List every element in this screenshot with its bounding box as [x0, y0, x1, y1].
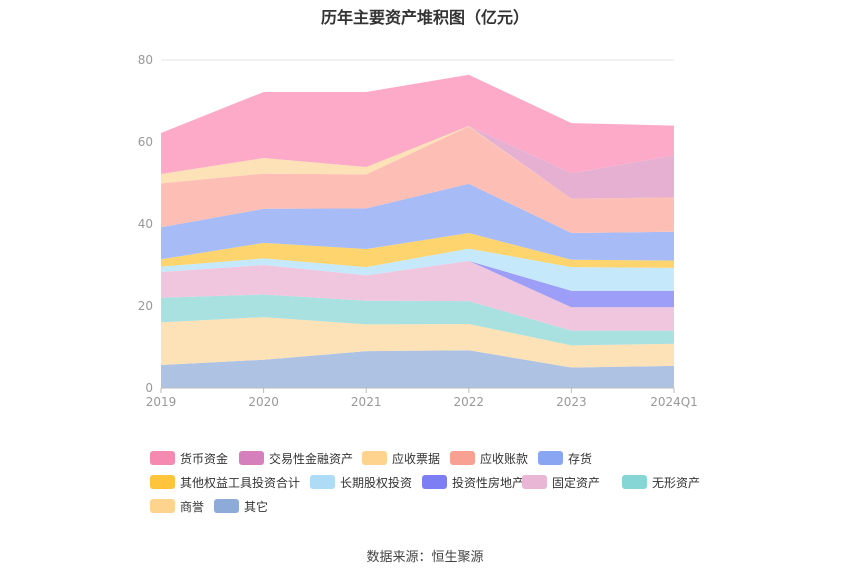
area-series — [161, 126, 674, 233]
legend-item[interactable]: 交易性金融资产 — [239, 448, 353, 468]
legend-label: 其它 — [244, 499, 269, 514]
legend-label: 无形资产 — [652, 475, 701, 490]
legend-swatch — [362, 451, 387, 465]
source-note: 数据来源：恒生聚源 — [366, 550, 484, 565]
legend-label: 应收账款 — [480, 451, 529, 466]
legend-swatch — [522, 475, 547, 489]
legend-item[interactable]: 货币资金 — [150, 448, 228, 468]
area-layer — [161, 74, 674, 388]
legend-item[interactable]: 投资性房地产 — [422, 472, 524, 492]
x-tick-label: 2021 — [351, 395, 382, 409]
axis-layer: 0 20 40 60 80 2019 2020 2021 2022 2023 2024Q1 — [138, 53, 698, 409]
area-series — [161, 294, 674, 346]
legend-item[interactable]: 其他权益工具投资合计 — [150, 472, 300, 492]
x-tick-label: 2020 — [248, 395, 279, 409]
legend-label: 投资性房地产 — [452, 475, 525, 490]
area-series — [161, 183, 674, 261]
area-series — [161, 248, 674, 291]
legend-label: 交易性金融资产 — [269, 451, 354, 466]
legend-label: 固定资产 — [552, 475, 601, 490]
legend-swatch — [214, 499, 239, 513]
legend-label: 货币资金 — [180, 451, 229, 466]
legend-swatch — [150, 499, 175, 513]
legend-label: 其他权益工具投资合计 — [180, 475, 301, 490]
x-tick-label: 2019 — [146, 395, 177, 409]
x-tick-label: 2022 — [454, 395, 485, 409]
legend-item[interactable]: 长期股权投资 — [310, 472, 412, 492]
legend-swatch — [422, 475, 447, 489]
legend-item[interactable]: 应收账款 — [450, 448, 528, 468]
legend-swatch — [150, 451, 175, 465]
legend-swatch — [622, 475, 647, 489]
area-series — [161, 260, 674, 331]
x-tick-label: 2023 — [556, 395, 587, 409]
legend-item[interactable]: 商誉 — [150, 496, 204, 516]
area-series — [161, 233, 674, 268]
y-tick-label: 0 — [145, 381, 153, 395]
area-series — [161, 126, 674, 199]
y-tick-label: 40 — [138, 217, 153, 231]
legend-swatch — [150, 475, 175, 489]
chart-title: 历年主要资产堆积图（亿元） — [320, 8, 529, 27]
x-tick-label: 2024Q1 — [650, 395, 698, 409]
legend-item[interactable]: 固定资产 — [522, 472, 600, 492]
legend-item[interactable]: 存货 — [538, 448, 592, 468]
area-series — [161, 260, 674, 308]
stacked-area-chart: 0 20 40 60 80 2019 2020 2021 2022 2023 2024Q1 — [138, 53, 698, 409]
legend-swatch — [310, 475, 335, 489]
y-tick-label: 20 — [138, 299, 153, 313]
y-tick-label: 80 — [138, 53, 153, 67]
area-series — [161, 350, 674, 388]
legend-label: 商誉 — [180, 499, 205, 514]
area-series — [161, 74, 674, 174]
legend-label: 应收票据 — [392, 451, 441, 466]
legend-label: 长期股权投资 — [340, 475, 413, 490]
legend-item[interactable]: 应收票据 — [362, 448, 440, 468]
y-tick-label: 60 — [138, 135, 153, 149]
legend-swatch — [239, 451, 264, 465]
legend-item[interactable]: 其它 — [214, 496, 268, 516]
area-series — [161, 317, 674, 368]
legend-swatch — [450, 451, 475, 465]
legend-label: 存货 — [568, 451, 593, 466]
legend-item[interactable]: 无形资产 — [622, 472, 700, 492]
legend-swatch — [538, 451, 563, 465]
area-series — [161, 126, 674, 199]
